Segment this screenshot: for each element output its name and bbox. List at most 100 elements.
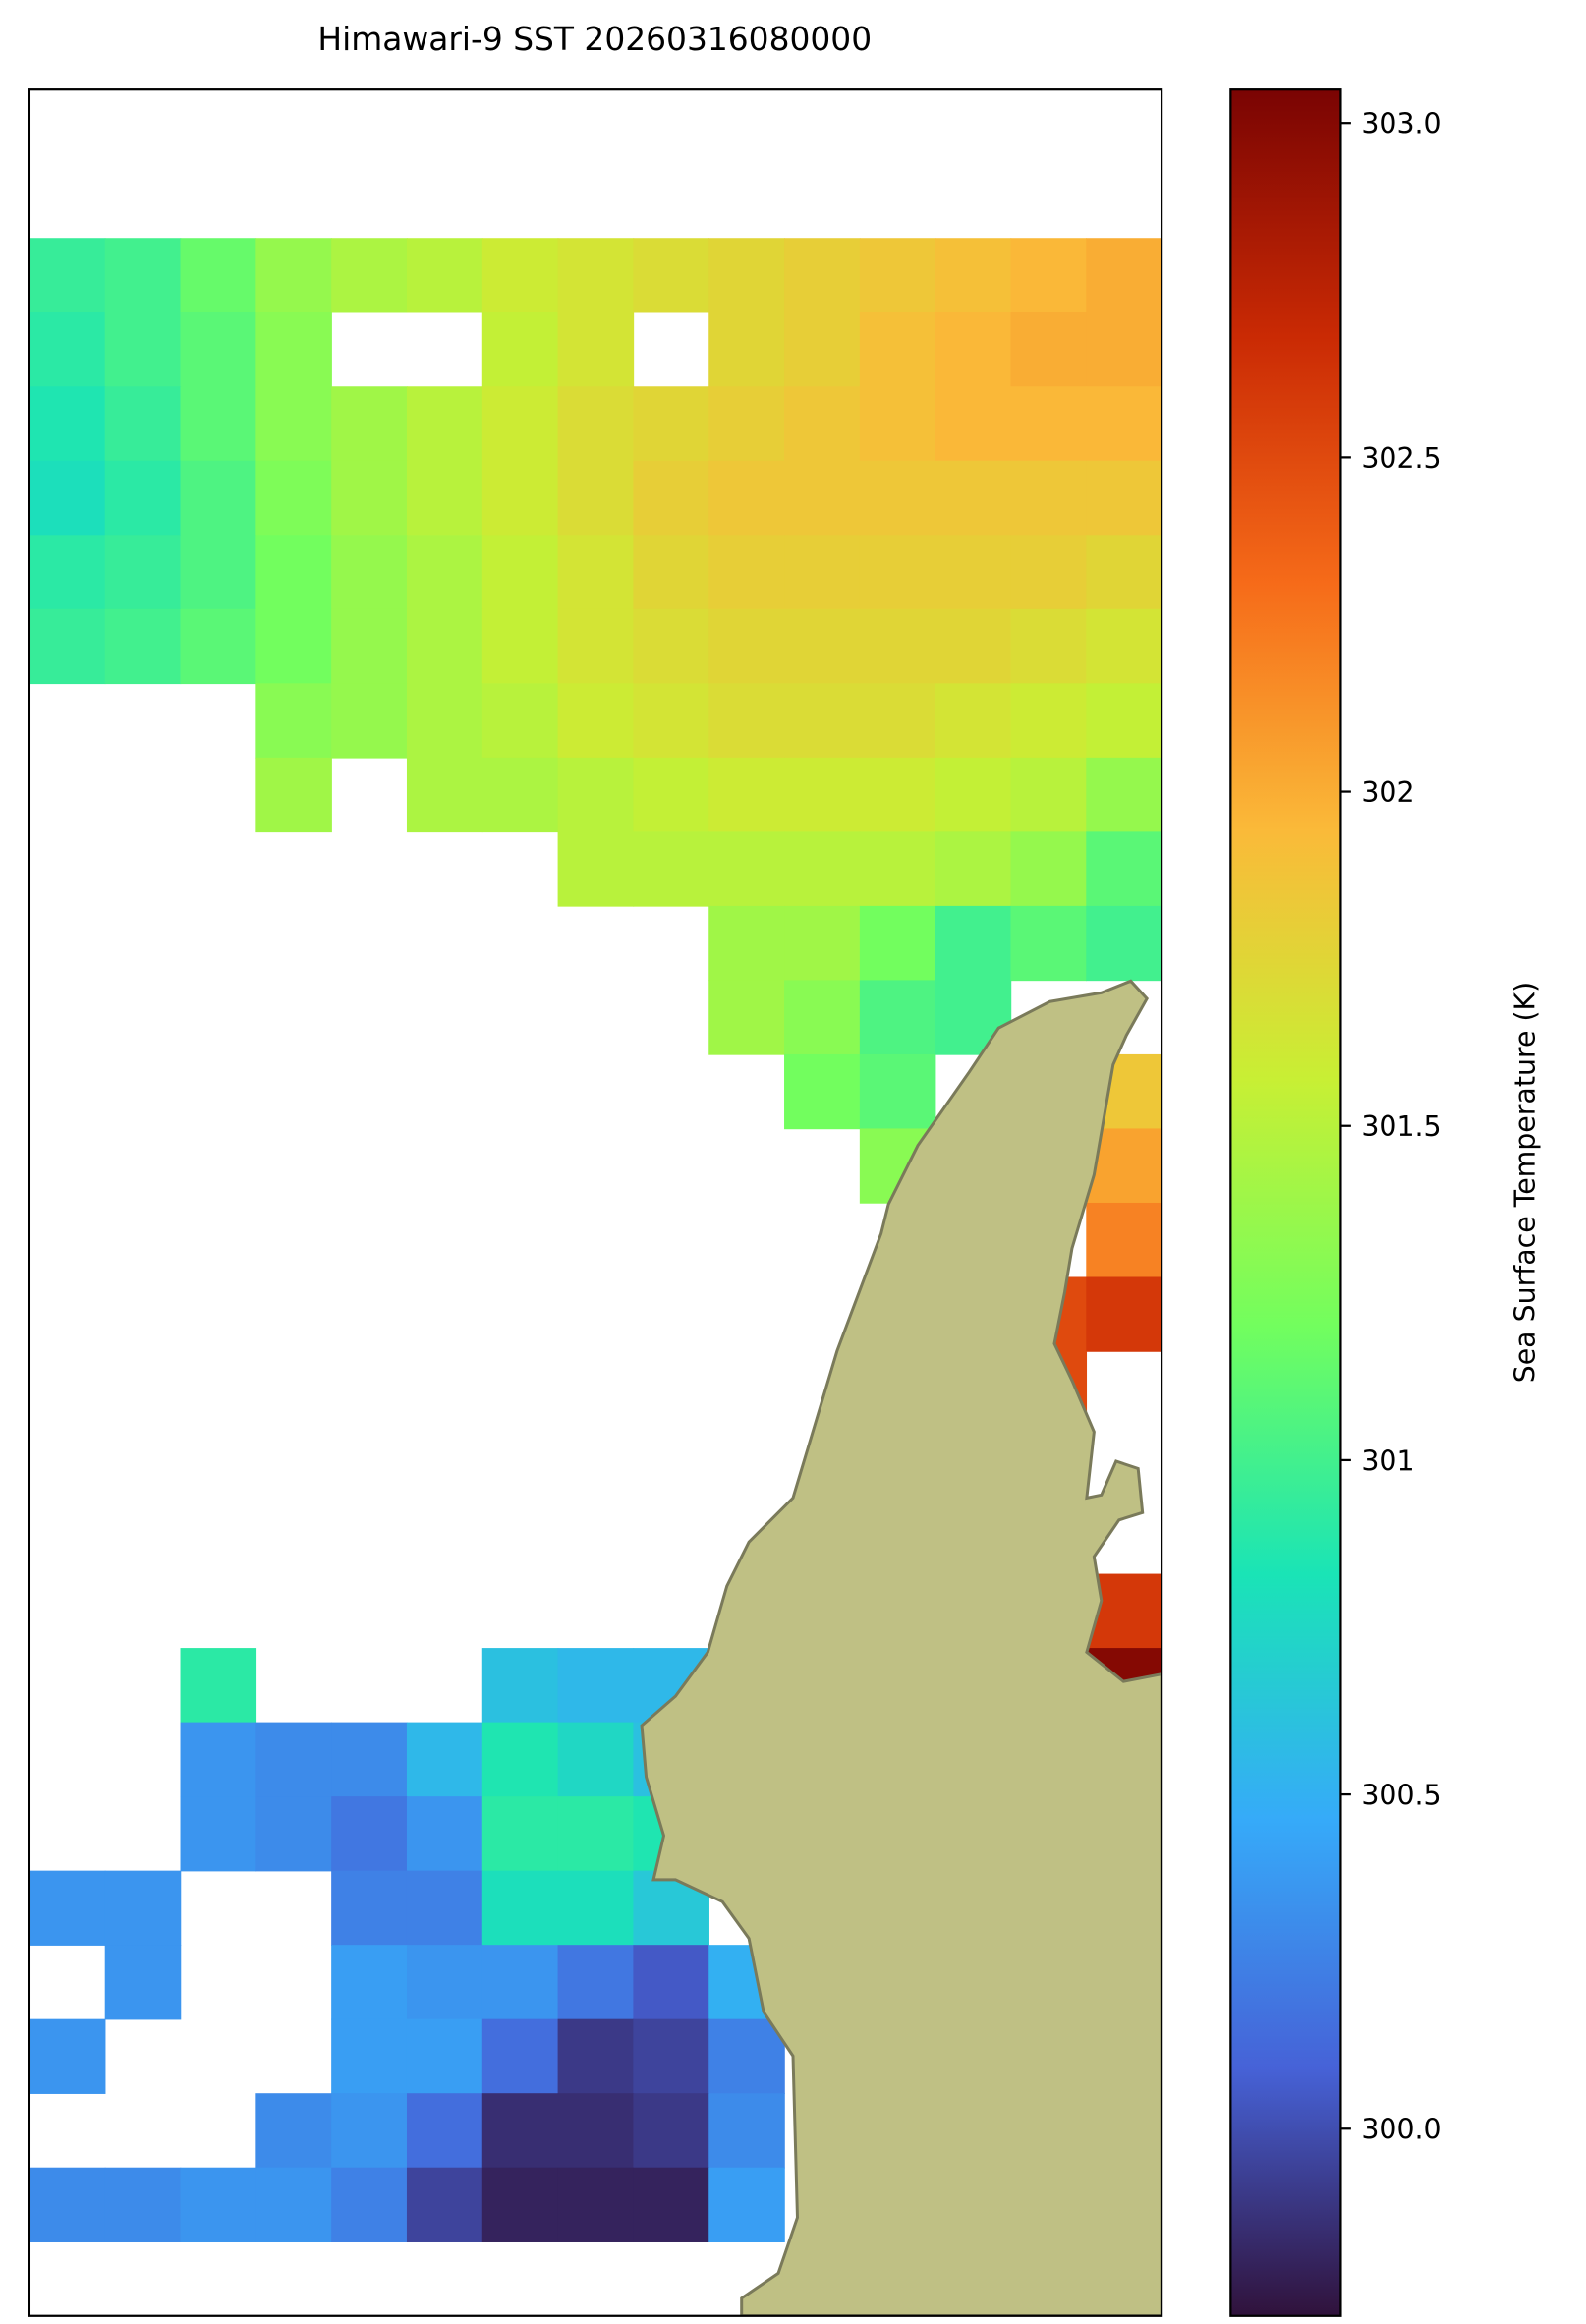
cell [557, 1722, 635, 1797]
cell [935, 757, 1012, 833]
cell [633, 238, 709, 313]
cell [331, 1796, 408, 1872]
cell [255, 535, 332, 610]
cell [1086, 1276, 1162, 1352]
cell [406, 1870, 483, 1946]
cell [859, 460, 936, 537]
cell [406, 386, 483, 462]
cell [859, 608, 936, 685]
cell [633, 535, 709, 610]
cell [104, 386, 182, 462]
cell [557, 1648, 635, 1724]
cell [633, 460, 709, 537]
cell [1086, 460, 1162, 537]
cell [481, 1722, 559, 1797]
cell [331, 2018, 408, 2094]
cell [935, 460, 1012, 537]
cell [331, 535, 408, 610]
chart-title: Himawari-9 SST 20260316080000 [317, 20, 872, 58]
cell [708, 980, 785, 1055]
cell [180, 312, 257, 388]
cell [557, 238, 635, 313]
colorbar-tick-label: 300.0 [1361, 2114, 1441, 2146]
cell [481, 608, 559, 685]
cell [1086, 535, 1162, 610]
land [640, 979, 1162, 2316]
cell [859, 312, 936, 388]
cell [633, 2167, 709, 2242]
cell [557, 2167, 635, 2242]
cell [180, 386, 257, 462]
cell [784, 460, 861, 537]
cell [255, 608, 332, 685]
colorbar-tick-label: 302 [1361, 776, 1414, 809]
cell [557, 1945, 635, 2020]
cell [708, 2167, 785, 2242]
cell [633, 2093, 709, 2169]
cell [708, 460, 785, 537]
cell [557, 2018, 635, 2094]
cell [406, 2018, 483, 2094]
colorbar-label: Sea Surface Temperature (K) [1509, 982, 1542, 1383]
cell [481, 2093, 559, 2169]
cell [1010, 312, 1088, 388]
cell [331, 238, 408, 313]
cell [708, 2093, 785, 2169]
cell [104, 238, 182, 313]
cell [1010, 608, 1088, 685]
cell [180, 2167, 257, 2242]
cell [104, 608, 182, 685]
cell [1010, 460, 1088, 537]
cell [1010, 831, 1088, 907]
cell [104, 1945, 182, 2020]
cell [28, 2018, 106, 2094]
cell [633, 757, 709, 833]
cell [1010, 238, 1088, 313]
cell [708, 905, 785, 982]
map-frame [28, 88, 1163, 2317]
cell [406, 683, 483, 759]
cell [180, 608, 257, 685]
cell [557, 535, 635, 610]
cell [104, 312, 182, 388]
cell [481, 1945, 559, 2020]
cell [935, 238, 1012, 313]
cell [859, 831, 936, 907]
cell [406, 757, 483, 833]
cell [406, 1722, 483, 1797]
cell [557, 1870, 635, 1946]
cell [784, 683, 861, 759]
cell [481, 535, 559, 610]
cell [859, 683, 936, 759]
cell [557, 608, 635, 685]
cell [859, 905, 936, 982]
colorbar [1229, 88, 1342, 2317]
cell [1086, 608, 1162, 685]
cell [859, 535, 936, 610]
cell [633, 386, 709, 462]
cell [557, 757, 635, 833]
cell [784, 238, 861, 313]
cell [557, 831, 635, 907]
cell [1086, 831, 1162, 907]
cell [255, 312, 332, 388]
cell [255, 238, 332, 313]
cell [1086, 683, 1162, 759]
cell [481, 238, 559, 313]
cell [180, 1722, 257, 1797]
cell [708, 608, 785, 685]
cell [104, 2167, 182, 2242]
cell [1086, 238, 1162, 313]
cell [331, 683, 408, 759]
cell [633, 1945, 709, 2020]
cell [784, 312, 861, 388]
cell [859, 238, 936, 313]
cell [935, 683, 1012, 759]
cell [784, 757, 861, 833]
cell [859, 386, 936, 462]
cell [708, 757, 785, 833]
cell [1086, 905, 1162, 982]
cell [481, 1648, 559, 1724]
colorbar-tick-label: 301 [1361, 1445, 1414, 1477]
